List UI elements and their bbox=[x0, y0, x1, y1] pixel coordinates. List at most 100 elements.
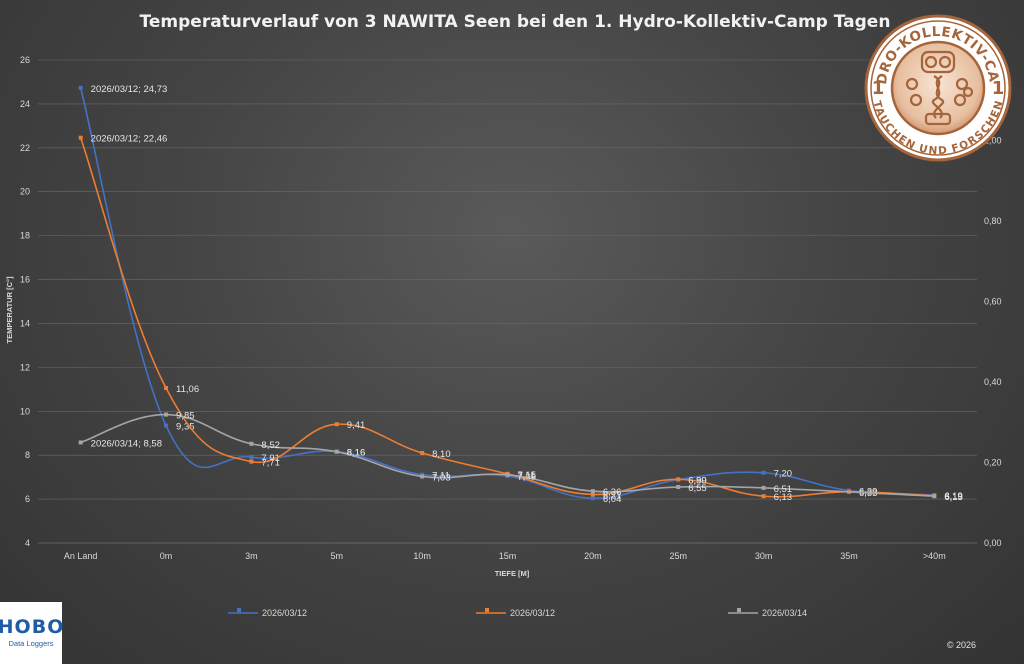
data-label: 2026/03/12; 22,46 bbox=[91, 134, 168, 145]
data-point bbox=[420, 450, 425, 455]
legend: 2026/03/12 2026/03/12 2026/03/14 bbox=[228, 608, 807, 618]
data-point bbox=[249, 441, 254, 446]
y-tick-label: 14 bbox=[20, 318, 30, 328]
data-label: 7,91 bbox=[261, 453, 280, 464]
series-line bbox=[79, 87, 935, 500]
data-point bbox=[676, 477, 681, 482]
camp-logo: HYDRO-KOLLEKTIV-CAMP TAUCHEN UND FORSCHE… bbox=[864, 14, 1012, 162]
y2-tick-label: 0,20 bbox=[984, 458, 1002, 468]
data-label: 6,21 bbox=[603, 490, 622, 501]
data-label: 8,16 bbox=[347, 448, 366, 459]
y-tick-label: 18 bbox=[20, 231, 30, 241]
data-label: 8,10 bbox=[432, 449, 451, 460]
y-axis-ticks: 4 6 8 10 12 14 16 18 20 22 24 26 bbox=[20, 55, 30, 548]
data-point bbox=[761, 485, 766, 490]
data-label: 7,15 bbox=[518, 470, 537, 481]
y-tick-label: 8 bbox=[25, 450, 30, 460]
data-point bbox=[590, 489, 595, 494]
data-point bbox=[334, 422, 339, 427]
logo-right-number: 1 bbox=[992, 78, 1005, 99]
legend-label: 2026/03/12 bbox=[510, 608, 555, 618]
series-3: 2026/03/14; 8,589,858,528,167,03 7,116,36… bbox=[78, 411, 963, 503]
data-label: 7,71 bbox=[261, 458, 280, 469]
y2-tick-label: 0,60 bbox=[984, 297, 1002, 307]
data-point bbox=[164, 386, 169, 391]
data-label: 8,52 bbox=[261, 440, 280, 451]
x-tick-label: An Land bbox=[64, 551, 98, 561]
copyright-text: © 2026 bbox=[946, 640, 976, 650]
y-tick-label: 24 bbox=[20, 99, 30, 109]
data-label: 6,13 bbox=[774, 492, 793, 503]
legend-marker bbox=[237, 608, 241, 612]
data-point bbox=[78, 135, 83, 140]
data-label: 9,85 bbox=[176, 411, 195, 422]
data-label: 6,36 bbox=[603, 487, 622, 498]
data-label: 7,03 bbox=[432, 472, 451, 483]
x-tick-label: 25m bbox=[669, 551, 687, 561]
series-2: 2026/03/12; 22,46 11,06 7,71 9,41 8,10 7,15 6,… bbox=[78, 134, 963, 503]
data-label: 9,35 bbox=[176, 422, 195, 433]
chart-title: Temperaturverlauf von 3 NAWITA Seen bei … bbox=[140, 12, 891, 32]
y-tick-label: 20 bbox=[20, 187, 30, 197]
x-tick-label: 10m bbox=[413, 551, 431, 561]
series-line bbox=[80, 413, 935, 498]
y-tick-label: 22 bbox=[20, 143, 30, 153]
legend-label: 2026/03/14 bbox=[762, 608, 807, 618]
legend-label: 2026/03/12 bbox=[262, 608, 307, 618]
data-label: 11,06 bbox=[176, 384, 199, 395]
series-1: 2026/03/12; 24,739,357,91 8,167,11 7,056,0… bbox=[78, 84, 963, 505]
x-tick-label: 5m bbox=[331, 551, 344, 561]
data-point bbox=[334, 449, 339, 454]
grid bbox=[38, 59, 977, 544]
y-tick-label: 16 bbox=[20, 275, 30, 285]
hobo-logo-main: HOBO bbox=[0, 616, 65, 638]
y-tick-label: 10 bbox=[20, 406, 30, 416]
x-tick-label: 20m bbox=[584, 551, 602, 561]
data-point bbox=[78, 440, 83, 445]
series-line bbox=[79, 137, 935, 498]
data-label: 6,90 bbox=[688, 475, 707, 486]
x-tick-label: 3m bbox=[245, 551, 258, 561]
y-tick-label: 4 bbox=[25, 538, 30, 548]
logo-left-number: 1 bbox=[872, 78, 885, 99]
data-point bbox=[164, 412, 169, 417]
data-point bbox=[164, 423, 169, 428]
data-point bbox=[249, 459, 254, 464]
data-label: 6,13 bbox=[944, 492, 963, 503]
x-axis-label: TIEFE [M] bbox=[495, 569, 530, 578]
legend-marker bbox=[737, 608, 741, 612]
data-point bbox=[78, 85, 83, 90]
y2-axis-ticks: 0,00 0,20 0,40 0,60 0,80 1,00 bbox=[984, 136, 1002, 549]
data-label: 2026/03/12; 24,73 bbox=[91, 84, 168, 95]
data-label: 6,19 bbox=[944, 491, 963, 502]
data-label: 2026/03/14; 8,58 bbox=[91, 438, 162, 449]
data-point bbox=[505, 472, 510, 477]
y-axis-label: TEMPERATUR [C°] bbox=[5, 276, 14, 344]
x-tick-label: 30m bbox=[755, 551, 773, 561]
data-label: 6,04 bbox=[603, 494, 622, 505]
x-tick-label: >40m bbox=[923, 551, 946, 561]
y-tick-label: 6 bbox=[25, 494, 30, 504]
diver-icon bbox=[905, 50, 974, 126]
x-tick-label: 35m bbox=[840, 551, 858, 561]
data-label: 7,11 bbox=[432, 471, 450, 482]
data-point bbox=[249, 455, 254, 460]
hobo-logo-sub: Data Loggers bbox=[8, 639, 54, 648]
data-label: 6,55 bbox=[688, 483, 707, 494]
data-label: 8,16 bbox=[347, 448, 366, 459]
data-label: 7,11 bbox=[518, 471, 536, 482]
x-tick-label: 0m bbox=[160, 551, 173, 561]
data-point bbox=[420, 474, 425, 479]
data-label: 6,15 bbox=[944, 492, 963, 503]
data-label: 6,51 bbox=[774, 484, 793, 495]
y2-tick-label: 1,00 bbox=[984, 136, 1002, 146]
hobo-logo: HOBO Data Loggers bbox=[0, 602, 65, 664]
data-point bbox=[590, 492, 595, 497]
legend-marker bbox=[485, 608, 489, 612]
x-tick-label: 15m bbox=[499, 551, 517, 561]
y2-tick-label: 0,80 bbox=[984, 216, 1002, 226]
y2-tick-label: 0,00 bbox=[984, 538, 1002, 548]
data-label: 7,20 bbox=[774, 469, 793, 480]
series-group: 2026/03/12; 24,739,357,91 8,167,11 7,056,0… bbox=[78, 84, 963, 505]
